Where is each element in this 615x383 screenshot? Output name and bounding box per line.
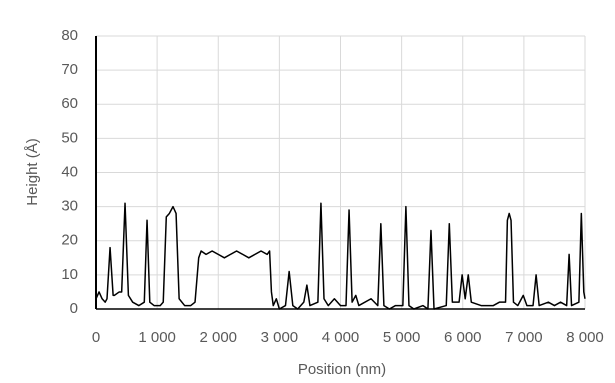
x-tick-label: 6 000: [444, 329, 482, 346]
x-tick-label: 1 000: [138, 329, 176, 346]
y-axis-title: Height (Å): [24, 138, 41, 206]
y-tick-label: 60: [61, 95, 78, 112]
y-tick-label: 30: [61, 198, 78, 215]
x-tick-label: 4 000: [322, 329, 360, 346]
x-tick-label: 8 000: [566, 329, 604, 346]
x-tick-label: 3 000: [261, 329, 299, 346]
x-axis-title: Position (nm): [298, 361, 386, 378]
y-tick-label: 10: [61, 266, 78, 283]
data-line: [95, 202, 586, 310]
x-tick-label: 5 000: [383, 329, 421, 346]
y-tick-label: 0: [70, 300, 78, 317]
y-tick-label: 20: [61, 232, 78, 249]
x-tick-label: 0: [92, 329, 100, 346]
y-tick-label: 40: [61, 163, 78, 180]
y-tick-label: 80: [61, 27, 78, 44]
x-tick-label: 2 000: [199, 329, 237, 346]
x-tick-label: 7 000: [505, 329, 543, 346]
y-tick-label: 70: [61, 61, 78, 78]
y-tick-label: 50: [61, 129, 78, 146]
